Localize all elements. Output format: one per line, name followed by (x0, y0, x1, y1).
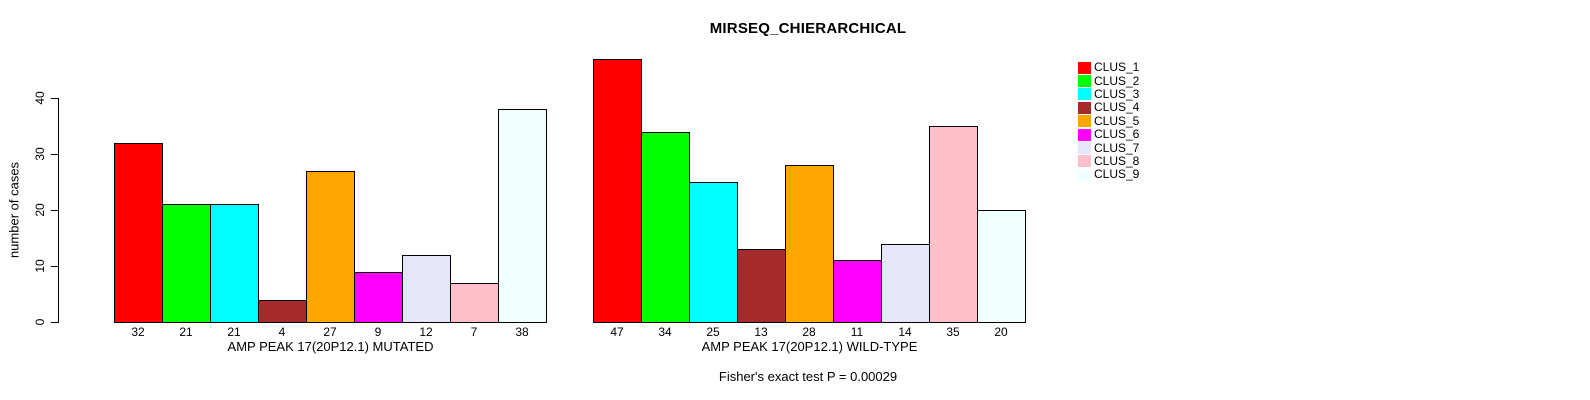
bar-value-label: 47 (610, 325, 624, 339)
legend-swatch (1078, 61, 1091, 74)
bar-clus_6 (833, 260, 882, 323)
bar-value-label: 12 (419, 325, 433, 339)
legend-swatch (1078, 128, 1091, 141)
legend-swatch (1078, 115, 1091, 128)
bar-clus_5 (306, 171, 355, 323)
bar-clus_4 (258, 300, 307, 323)
bar-value-label: 32 (131, 325, 145, 339)
bar-clus_2 (641, 132, 690, 323)
bar-clus_1 (593, 59, 642, 323)
bar-value-label: 28 (802, 325, 816, 339)
legend-label: CLUS_6 (1094, 127, 1140, 142)
legend-label: CLUS_4 (1094, 100, 1140, 115)
y-tick (51, 266, 58, 267)
bar-clus_8 (450, 283, 499, 323)
legend-row: CLUS_3 (1078, 86, 1140, 101)
legend-row: CLUS_4 (1078, 101, 1139, 114)
legend-swatch (1078, 155, 1091, 168)
legend-label: CLUS_5 (1094, 113, 1140, 128)
legend-label: CLUS_8 (1094, 153, 1140, 168)
bar-value-label: 11 (850, 325, 864, 339)
bar-value-label: 35 (946, 325, 960, 339)
legend-row: CLUS_9 (1078, 168, 1139, 181)
legend-swatch (1078, 168, 1091, 181)
bar-clus_3 (689, 182, 738, 323)
panel-xlabel: AMP PEAK 17(20P12.1) MUTATED (227, 339, 434, 354)
bar-clus_1 (114, 143, 163, 323)
y-axis-line (58, 98, 59, 323)
bar-clus_7 (881, 244, 930, 323)
bar-value-label: 13 (754, 325, 768, 339)
legend-label: CLUS_9 (1094, 167, 1140, 182)
legend-swatch (1078, 142, 1091, 155)
y-tick-label: 30 (33, 147, 47, 161)
legend-row: CLUS_1 (1078, 61, 1139, 74)
bar-panel (593, 59, 1026, 323)
legend-label: CLUS_3 (1094, 86, 1140, 101)
legend-row: CLUS_8 (1078, 153, 1140, 168)
panel-xlabel: AMP PEAK 17(20P12.1) WILD-TYPE (701, 339, 918, 354)
bar-value-label: 25 (706, 325, 720, 339)
chart-title: MIRSEQ_CHIERARCHICAL (709, 20, 907, 37)
bar-value-label: 14 (898, 325, 912, 339)
bar-value-label: 27 (323, 325, 337, 339)
bar-clus_9 (498, 109, 547, 323)
y-tick-label: 40 (33, 91, 47, 105)
y-tick (51, 210, 58, 211)
y-tick (51, 154, 58, 155)
bar-clus_3 (210, 204, 259, 323)
legend-row: CLUS_2 (1078, 73, 1140, 88)
fisher-test-annotation: Fisher's exact test P = 0.00029 (718, 369, 898, 384)
bar-clus_9 (977, 210, 1026, 323)
legend-label: CLUS_7 (1094, 140, 1140, 155)
y-tick-label: 10 (33, 259, 47, 273)
bar-value-label: 34 (658, 325, 672, 339)
legend-row: CLUS_5 (1078, 113, 1140, 128)
bar-value-label: 38 (515, 325, 529, 339)
bar-value-label: 21 (227, 325, 241, 339)
bar-clus_6 (354, 272, 403, 323)
legend-row: CLUS_6 (1078, 128, 1139, 141)
bar-value-label: 21 (179, 325, 193, 339)
bar-panel (114, 109, 547, 323)
bar-value-label: 7 (470, 325, 478, 339)
bar-value-label: 9 (374, 325, 382, 339)
bar-clus_4 (737, 249, 786, 323)
y-tick-label: 0 (33, 318, 47, 326)
bar-clus_5 (785, 165, 834, 323)
legend-swatch (1078, 88, 1091, 101)
bar-value-label: 4 (278, 325, 286, 339)
y-tick (51, 322, 58, 323)
y-tick-label: 20 (33, 203, 47, 217)
legend-swatch (1078, 75, 1091, 88)
legend-row: CLUS_7 (1078, 140, 1140, 155)
legend-swatch (1078, 101, 1091, 114)
bar-clus_2 (162, 204, 211, 323)
legend-label: CLUS_1 (1094, 60, 1140, 75)
legend-label: CLUS_2 (1094, 73, 1140, 88)
y-axis-label: number of cases (6, 161, 22, 259)
bar-clus_7 (402, 255, 451, 323)
y-tick (51, 98, 58, 99)
bar-clus_8 (929, 126, 978, 323)
cluster-legend: CLUS_1 CLUS_2 CLUS_3 CLUS_4 CLUS_5 CLUS_6 CLUS… (1078, 61, 1139, 182)
bar-value-label: 20 (994, 325, 1008, 339)
